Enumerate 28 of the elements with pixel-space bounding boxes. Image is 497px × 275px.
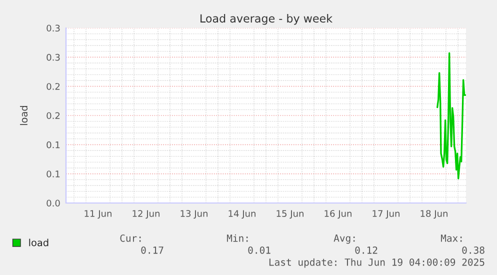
x-tick-label: 13 Jun: [180, 210, 208, 219]
x-tick-label: 16 Jun: [324, 210, 352, 219]
x-tick-label: 11 Jun: [84, 210, 112, 219]
text: Max:: [440, 234, 462, 242]
text: Cur:: [120, 234, 141, 242]
y-tick-label: 0.2: [46, 83, 60, 90]
x-tick-label: 12 Jun: [132, 210, 160, 219]
text: Min:: [226, 234, 248, 242]
y-tick-label: 0.3: [46, 24, 60, 32]
x-tick-label: 17 Jun: [372, 210, 400, 219]
text: 0.17: [141, 246, 164, 254]
y-tick-label: 0.1: [46, 141, 60, 148]
line-series: [436, 52, 466, 180]
x-tick-label: 14 Jun: [228, 210, 256, 219]
x-tick-label: 15 Jun: [276, 210, 304, 219]
chart-title: Load average - by week: [200, 14, 333, 25]
text: 0.38: [462, 246, 484, 254]
y-tick-label: 0.2: [46, 112, 60, 120]
x-tick-label: 18 Jun: [420, 210, 448, 219]
text: 0.01: [248, 246, 270, 254]
y-tick-label: 0.3: [46, 54, 60, 61]
y-axis-title: load: [20, 106, 28, 125]
text: Avg:: [334, 234, 355, 244]
legend-label: load: [29, 238, 48, 246]
y-tick-label: 0.1: [46, 170, 60, 178]
text: 0.12: [355, 246, 378, 254]
text: Last update: Thu Jun 19 04:00:09 2025: [269, 258, 484, 268]
y-tick-label: 0.0: [46, 200, 60, 207]
